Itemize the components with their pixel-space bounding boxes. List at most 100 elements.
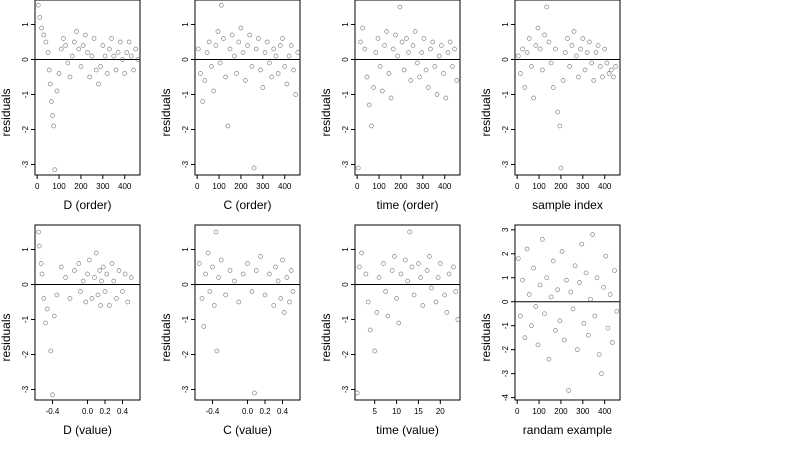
y-axis-label: residuals xyxy=(0,313,13,361)
residual-point xyxy=(614,308,620,314)
residual-point xyxy=(404,36,409,41)
residual-point xyxy=(36,229,41,235)
residual-point xyxy=(72,39,77,45)
residual-point xyxy=(204,50,210,55)
residual-point xyxy=(281,310,287,315)
x-tick-label: 0.4 xyxy=(277,407,289,416)
residual-point xyxy=(120,289,125,294)
residual-point xyxy=(273,53,279,59)
residual-point xyxy=(358,39,363,45)
x-tick-label: -0.4 xyxy=(46,407,60,416)
residual-point xyxy=(515,256,521,261)
residual-point xyxy=(433,299,439,305)
residual-point xyxy=(409,264,415,270)
y-tick-label: 0 xyxy=(181,57,190,62)
residual-point xyxy=(562,50,568,55)
residual-point xyxy=(542,311,547,317)
x-tick-label: 0.0 xyxy=(82,407,94,416)
residual-point xyxy=(209,64,214,69)
residual-point xyxy=(568,289,574,295)
residual-point xyxy=(41,32,47,38)
x-tick-label: 100 xyxy=(212,182,226,191)
panel-1: 0 100 200 300 400 -3 -2 -1 0 1 D (order) residuals xyxy=(0,0,141,212)
residual-point xyxy=(590,232,596,237)
residual-point xyxy=(113,67,119,73)
x-tick-label: 400 xyxy=(598,182,612,191)
x-tick-label: 300 xyxy=(576,407,590,416)
residual-point xyxy=(570,306,576,312)
residual-point xyxy=(258,67,263,73)
residual-point xyxy=(249,64,255,69)
residual-point xyxy=(372,348,378,354)
residual-point xyxy=(256,36,261,41)
residual-point xyxy=(207,289,213,294)
x-tick-label: 300 xyxy=(576,182,590,191)
residual-point xyxy=(588,296,593,302)
residual-point xyxy=(251,165,257,171)
residual-point xyxy=(229,32,235,38)
residual-point xyxy=(574,347,580,353)
x-tick-label: 200 xyxy=(394,182,408,191)
residual-point xyxy=(606,71,612,76)
residual-point xyxy=(202,78,208,83)
x-axis-label: D (order) xyxy=(63,198,111,212)
x-tick-label: 100 xyxy=(532,407,546,416)
x-axis-label: time (value) xyxy=(376,423,439,437)
residual-point xyxy=(605,325,611,331)
y-axis-label: residuals xyxy=(479,313,493,361)
residual-point xyxy=(520,277,526,283)
y-tick-label: -2 xyxy=(341,125,350,133)
residual-point xyxy=(441,71,446,76)
residual-point xyxy=(221,36,226,41)
residual-point xyxy=(291,67,296,73)
residual-point xyxy=(111,53,117,59)
residual-point xyxy=(262,50,268,55)
residual-point xyxy=(393,32,398,38)
residual-point xyxy=(293,92,298,97)
residual-point xyxy=(218,2,224,8)
residual-point xyxy=(215,29,221,34)
residual-point xyxy=(524,246,530,252)
residual-point xyxy=(379,88,385,94)
x-tick-label: 20 xyxy=(436,407,445,416)
residual-point xyxy=(282,64,288,69)
residual-point xyxy=(109,36,114,41)
residual-point xyxy=(386,71,392,76)
y-tick-label: 1 xyxy=(501,22,510,27)
residual-point xyxy=(411,292,417,298)
residual-point xyxy=(43,39,49,45)
residual-point xyxy=(546,39,552,45)
residual-point xyxy=(524,50,530,55)
residual-point xyxy=(253,268,259,273)
x-tick-label: 100 xyxy=(372,182,386,191)
residual-point xyxy=(44,306,50,312)
residual-point xyxy=(267,60,272,66)
residual-point xyxy=(360,25,366,31)
residual-point xyxy=(454,78,460,83)
residual-point xyxy=(410,43,416,48)
residual-point xyxy=(203,271,208,277)
residual-point xyxy=(453,289,458,294)
x-tick-label: 0 xyxy=(35,182,40,191)
panel-6: -0.4 0.0 0.2 0.4 -3 -2 -1 0 1 C (value) residuals xyxy=(159,224,301,437)
residual-point xyxy=(271,303,277,308)
residual-point xyxy=(78,289,83,294)
residual-point xyxy=(385,313,391,319)
residual-point xyxy=(51,123,56,129)
residual-point xyxy=(275,278,281,284)
y-tick-label: -2 xyxy=(181,350,190,358)
x-tick-label: 400 xyxy=(598,407,612,416)
residual-point xyxy=(109,261,115,266)
residual-point xyxy=(607,292,613,297)
residual-point xyxy=(584,50,590,55)
residual-point xyxy=(198,71,203,76)
residual-point xyxy=(126,39,132,45)
x-tick-label: 300 xyxy=(96,182,110,191)
residual-point xyxy=(93,67,99,73)
plot-frame xyxy=(194,0,301,176)
y-tick-label: -3 xyxy=(181,385,190,393)
y-tick-label: -2 xyxy=(341,350,350,358)
y-tick-label: -2 xyxy=(501,346,510,354)
residual-point xyxy=(444,310,450,315)
residual-point xyxy=(258,254,263,259)
